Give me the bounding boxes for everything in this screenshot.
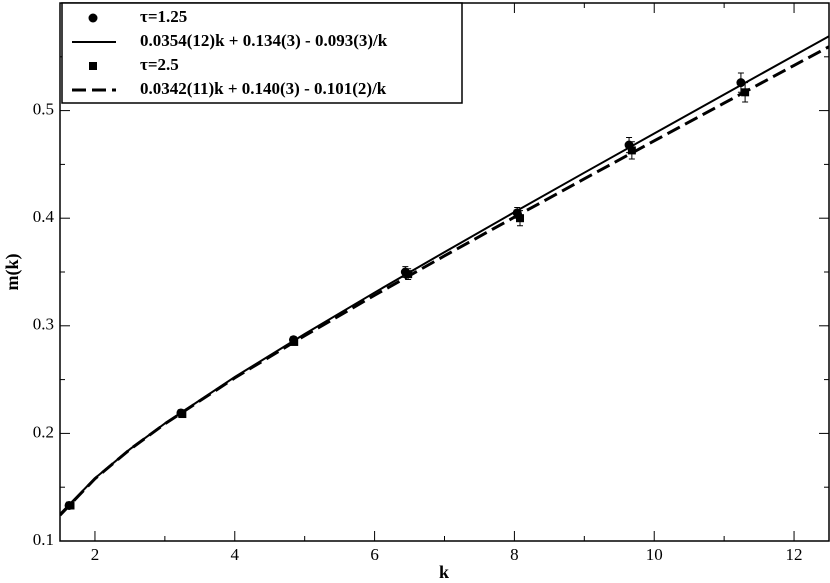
point xyxy=(516,214,525,223)
point xyxy=(66,501,75,510)
y-axis-label: m(k) xyxy=(2,254,23,291)
legend-label: τ=1.25 xyxy=(140,7,187,26)
y-tick-label: 0.3 xyxy=(33,315,54,334)
legend-label: 0.0342(11)k + 0.140(3) - 0.101(2)/k xyxy=(140,79,387,98)
y-tick-label: 0.4 xyxy=(33,207,55,226)
y-tick-label: 0.5 xyxy=(33,100,54,119)
y-tick-label: 0.1 xyxy=(33,530,54,549)
legend-box xyxy=(61,2,463,104)
legend-label: 0.0354(12)k + 0.134(3) - 0.093(3)/k xyxy=(140,31,388,50)
legend-label: τ=2.5 xyxy=(140,55,179,74)
x-tick-label: 4 xyxy=(231,545,240,564)
x-tick-label: 6 xyxy=(370,545,379,564)
x-tick-label: 12 xyxy=(786,545,803,564)
point xyxy=(404,270,413,279)
legend-marker xyxy=(89,62,97,70)
x-axis-label: k xyxy=(439,562,449,582)
point xyxy=(178,410,187,419)
x-tick-label: 2 xyxy=(91,545,100,564)
fit-line xyxy=(60,45,829,517)
x-tick-label: 10 xyxy=(646,545,663,564)
legend-marker xyxy=(88,13,98,23)
point xyxy=(627,146,636,155)
x-tick-label: 8 xyxy=(510,545,519,564)
y-tick-label: 0.2 xyxy=(33,422,54,441)
